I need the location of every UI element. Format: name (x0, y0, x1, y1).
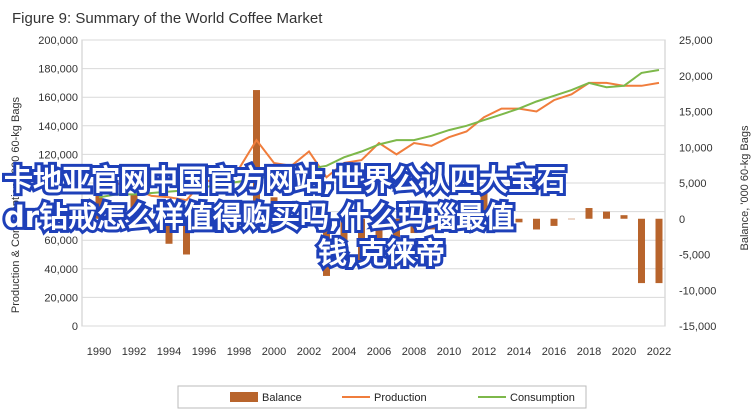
balance-bar (148, 218, 155, 230)
x-tick-label: 2012 (472, 346, 496, 358)
balance-bar (533, 218, 540, 230)
right-tick-label: 5,000 (679, 178, 707, 190)
right-tick-label: 25,000 (679, 35, 713, 47)
tick-labels: 200,000 180,000 160,000 140,000 120,000 100,0… (38, 35, 716, 358)
balance-bar (288, 218, 295, 223)
balance-bar (638, 218, 645, 284)
balance-bar (253, 90, 260, 219)
x-tick-label: 2010 (437, 346, 461, 358)
balance-bars (95, 90, 663, 284)
balance-bar (340, 218, 348, 262)
left-tick-label: 200,000 (38, 35, 78, 47)
left-tick-label: 160,000 (38, 92, 78, 104)
balance-bar (375, 218, 383, 251)
overlay-line-1: 卡地亚官网中国官方网站,世界公认四大宝石 (4, 163, 566, 197)
figure-title: Figure 9: Summary of the World Coffee Ma… (12, 10, 323, 27)
production-line (98, 81, 660, 202)
balance-bar (218, 215, 225, 219)
balance-bar (130, 193, 138, 219)
balance-bar (445, 204, 453, 219)
x-tick-label: 2000 (262, 346, 286, 358)
x-tick-label: 2006 (367, 346, 391, 358)
x-tick-label: 2002 (297, 346, 321, 358)
left-tick-label: 120,000 (38, 149, 78, 161)
right-tick-label: 0 (679, 214, 685, 226)
balance-bar (463, 208, 470, 219)
x-tick-label: 1992 (122, 346, 146, 358)
x-tick-label: 2008 (402, 346, 426, 358)
balance-bar (95, 193, 103, 219)
left-tick-label: 80,000 (44, 207, 78, 219)
consumption-line (98, 69, 660, 199)
x-tick-label: 1998 (227, 346, 251, 358)
left-axis-label: Production & Consumption, '000 60-kg Bag… (10, 96, 22, 313)
legend-box (177, 385, 587, 409)
left-tick-label: 100,000 (38, 178, 78, 190)
balance-bar (585, 208, 593, 219)
balance-bar (393, 218, 400, 266)
legend-label-balance: Balance (262, 392, 302, 404)
x-tick-label: 1990 (87, 346, 111, 358)
balance-bar (165, 218, 173, 244)
x-tick-label: 2018 (577, 346, 601, 358)
right-tick-label: -5,000 (679, 250, 710, 262)
balance-bar (113, 204, 120, 219)
balance-bar (655, 218, 663, 284)
balance-bar (270, 197, 278, 219)
right-tick-label: 15,000 (679, 107, 713, 119)
right-tick-label: -10,000 (679, 285, 716, 297)
overlay-watermark: 卡地亚官网中国官方网站,世界公认四大宝石 dr钻戒怎么样值得购买吗,什么玛瑙最值… (1, 160, 569, 273)
x-tick-label: 2020 (612, 346, 636, 358)
right-tick-label: 20,000 (679, 71, 713, 83)
balance-bar (183, 218, 190, 255)
balance-bar (323, 218, 330, 276)
grid-layer (82, 39, 665, 327)
left-tick-label: 140,000 (38, 121, 78, 133)
overlay-line-3: 钱,克徕帝 (318, 236, 445, 270)
legend-label-production: Production (374, 392, 427, 404)
balance-bar (410, 218, 418, 234)
balance-bar (305, 218, 313, 220)
balance-bar (480, 190, 488, 219)
left-tick-label: 20,000 (44, 292, 78, 304)
balance-bar (515, 218, 523, 223)
x-tick-label: 1994 (157, 346, 181, 358)
left-tick-label: 40,000 (44, 264, 78, 276)
balance-bar (358, 218, 365, 266)
legend-swatch-balance (230, 392, 258, 402)
x-tick-label: 2016 (542, 346, 566, 358)
x-tick-label: 2022 (647, 346, 671, 358)
legend-label-consumption: Consumption (510, 392, 575, 404)
right-tick-label: 10,000 (679, 142, 713, 154)
left-tick-label: 180,000 (38, 64, 78, 76)
x-tick-label: 2004 (332, 346, 356, 358)
balance-bar (620, 215, 628, 219)
x-tick-label: 1996 (192, 346, 216, 358)
balance-bar (498, 200, 505, 219)
x-tick-label: 2014 (507, 346, 531, 358)
left-tick-label: 60,000 (44, 235, 78, 247)
balance-bar (200, 218, 208, 226)
right-tick-label: -15,000 (679, 321, 716, 333)
balance-bar (428, 218, 435, 230)
balance-bar (568, 218, 575, 220)
right-axis-label: Balance, '000 60-kg Bags (739, 125, 751, 251)
balance-bar (603, 211, 610, 219)
overlay-line-2: dr钻戒怎么样值得购买吗,什么玛瑙最值 (4, 200, 514, 234)
series-lines (98, 69, 660, 202)
balance-bar (550, 218, 558, 226)
balance-bar (235, 200, 243, 219)
left-tick-label: 0 (72, 321, 78, 333)
